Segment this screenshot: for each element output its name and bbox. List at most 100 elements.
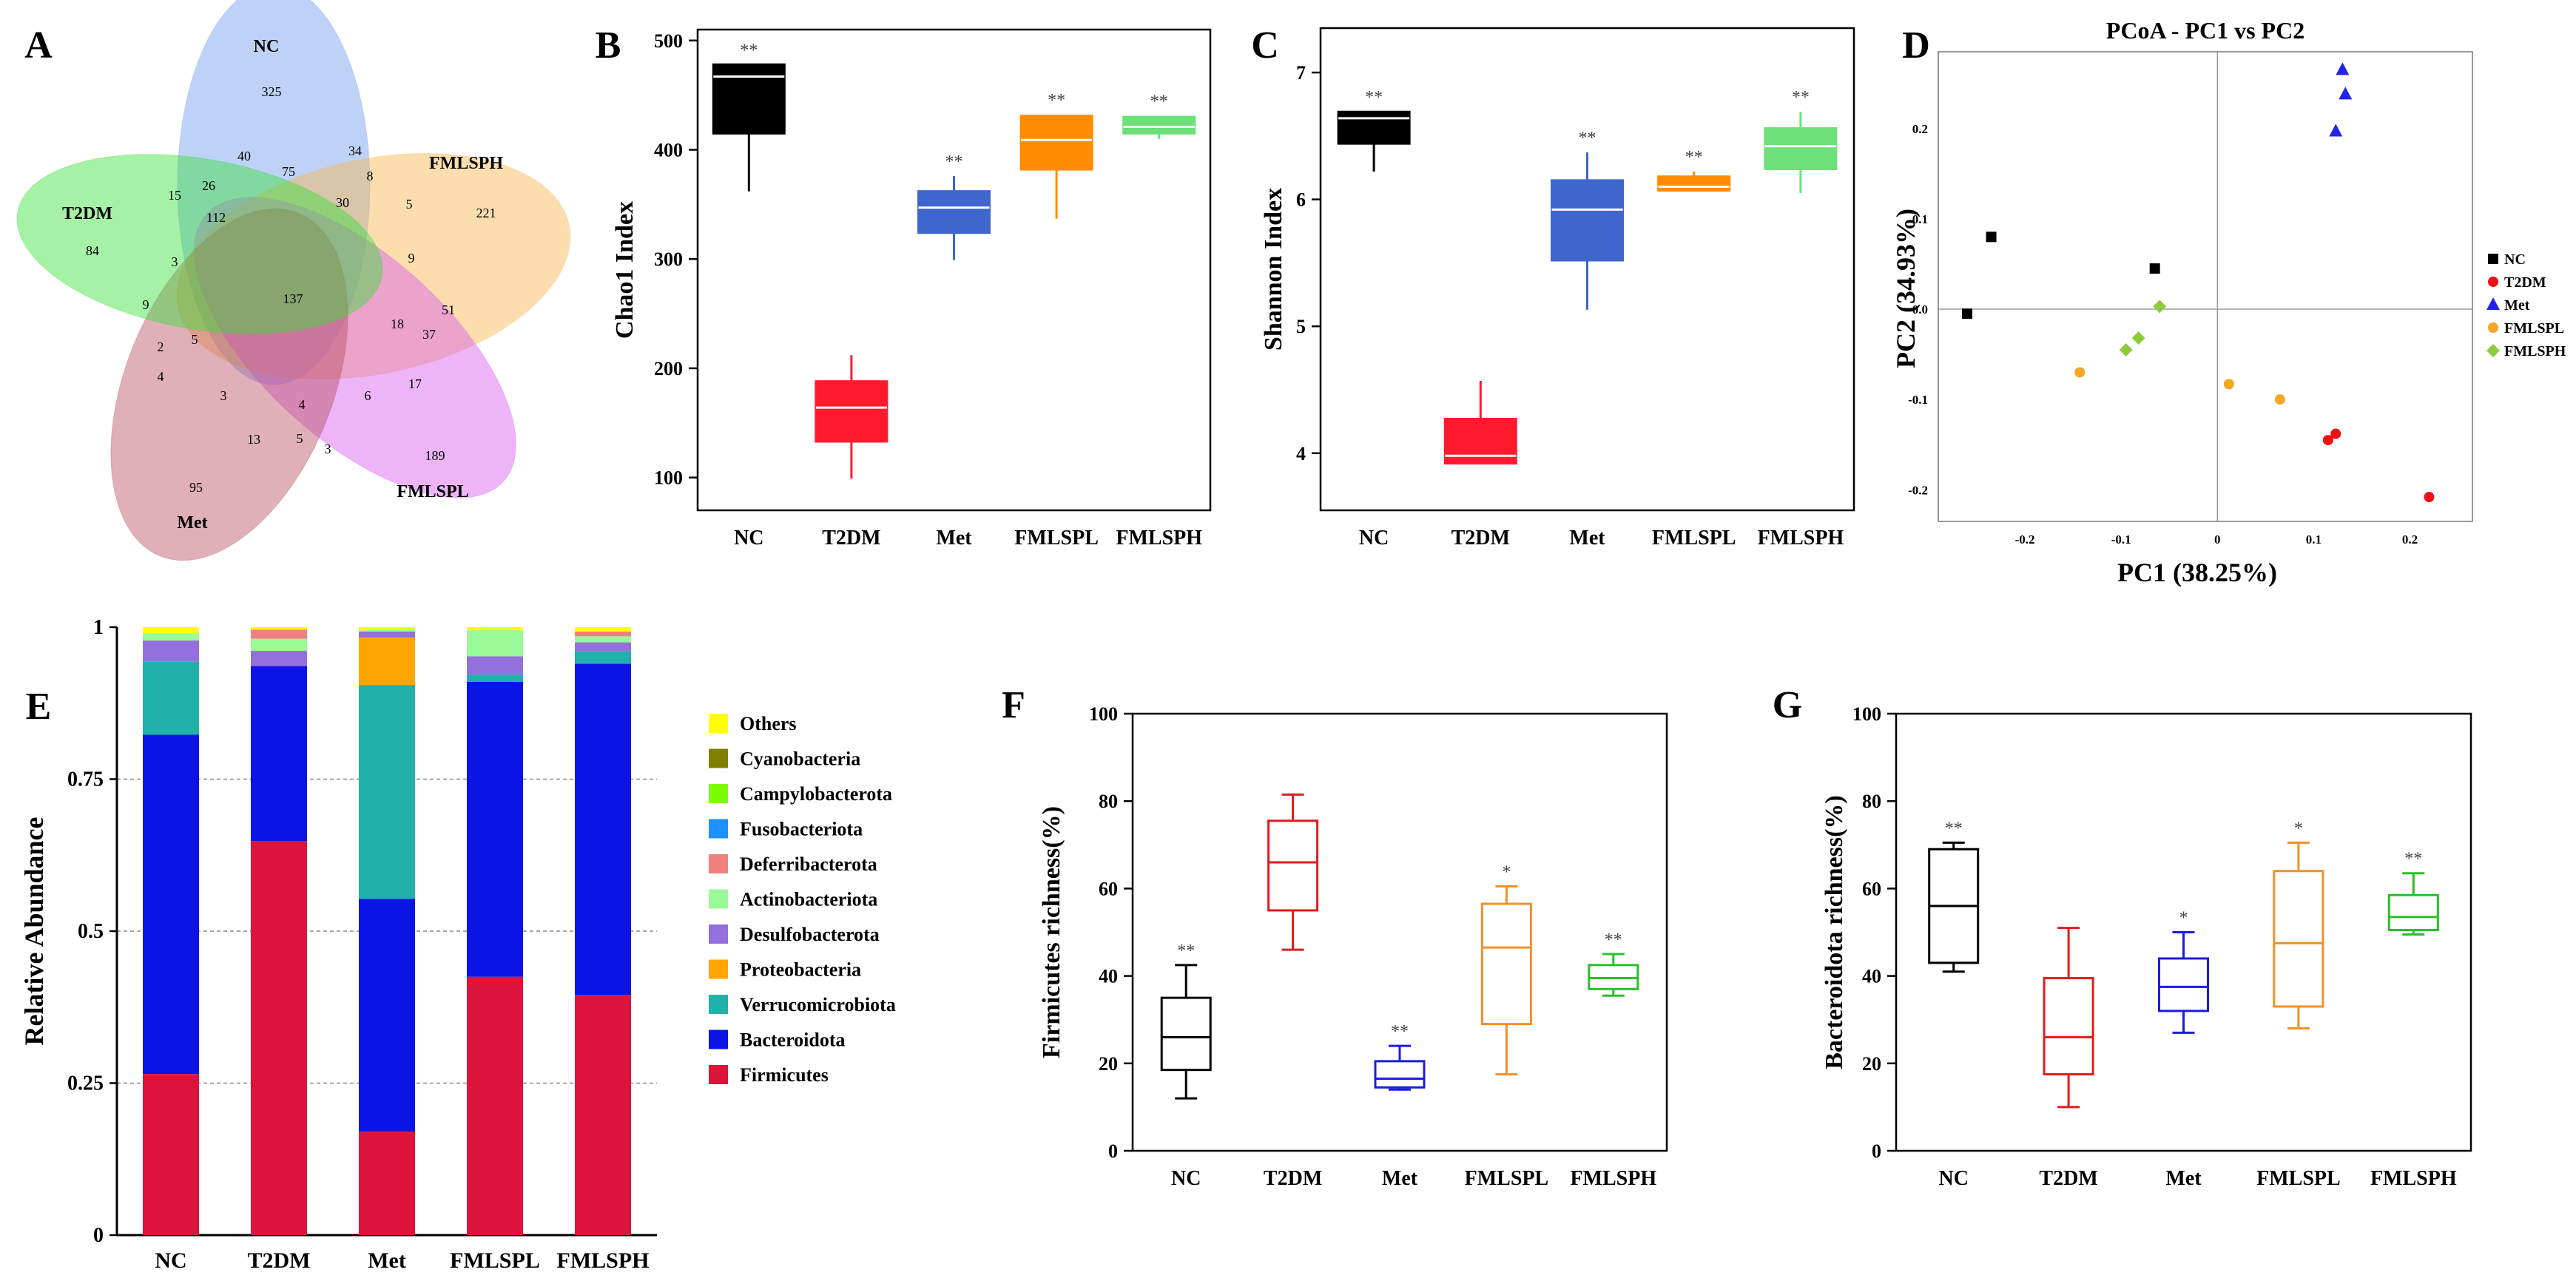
bar-segment-actinobacteriota <box>467 630 523 657</box>
plot-frame <box>696 28 1212 512</box>
scatter-point <box>2074 367 2086 378</box>
bar-segment-bacteroidota <box>467 681 523 977</box>
y-tick-label: 0.0 <box>1912 302 1928 317</box>
box-body <box>815 380 889 443</box>
bar-segment-bacteroidota <box>251 666 307 842</box>
legend-label: Campylobacterota <box>740 783 892 805</box>
scatter-point <box>2329 124 2343 137</box>
box-nc: ** <box>1337 88 1411 172</box>
y-tick-label: 0 <box>1872 1140 1881 1162</box>
significance-mark: ** <box>1391 1022 1409 1041</box>
bar-segment-desulfobacterota <box>467 656 523 675</box>
plot-frame <box>1319 27 1855 512</box>
significance-mark: ** <box>945 152 963 172</box>
box-body <box>1764 127 1838 170</box>
significance-mark: ** <box>1945 819 1963 838</box>
legend-swatch <box>709 1065 728 1084</box>
venn-count: 189 <box>425 448 445 463</box>
x-tick-label: 0.1 <box>2306 532 2322 547</box>
x-category-label: FMLSPL <box>1465 1167 1549 1190</box>
box-fmlsph: ** <box>2387 850 2439 936</box>
box-met: ** <box>1374 1022 1426 1091</box>
legend-swatch <box>709 924 728 944</box>
x-category-label: T2DM <box>248 1248 311 1273</box>
y-tick-label: 0.25 <box>67 1072 104 1095</box>
pcoa-scatter: -0.2 -0.1 0 0.1 0.2 -0.2 -0.1 0.0 0.1 0.2 PCoA - P… <box>1891 17 2566 587</box>
legend-label: Firmicutes <box>740 1064 829 1086</box>
scatter-series-nc <box>1962 231 2160 320</box>
legend-label: Others <box>740 713 797 734</box>
scatter-point <box>2330 428 2341 439</box>
legend-marker <box>2486 344 2500 357</box>
scatter-point <box>2223 379 2234 390</box>
significance-mark: ** <box>1150 92 1168 112</box>
box-fmlspl: ** <box>1019 91 1093 219</box>
stacked-bar-t2dm <box>251 627 307 1235</box>
x-category-label: Met <box>1569 527 1605 550</box>
venn-set-fmlsph <box>176 152 571 380</box>
scatter-series-fmlspl <box>2074 367 2285 405</box>
y-tick-label: 0 <box>1108 1140 1118 1162</box>
venn-count: 5 <box>192 332 198 347</box>
plot-frame <box>1895 712 2472 1152</box>
y-tick-label: 200 <box>654 358 683 379</box>
bar-segment-desulfobacterota <box>251 651 307 666</box>
y-tick-label: 20 <box>1862 1053 1881 1075</box>
x-category-label: T2DM <box>2039 1167 2097 1190</box>
legend-swatch <box>709 1030 728 1049</box>
scatter-point <box>1962 308 1973 320</box>
legend-swatch <box>709 714 728 733</box>
venn-label-fmlspl: FMLSPL <box>397 482 468 501</box>
venn-count: 4 <box>299 397 306 412</box>
bar-segment-firmicutes <box>143 1074 199 1235</box>
box-body <box>1374 1060 1426 1089</box>
venn-label-t2dm: T2DM <box>62 204 112 223</box>
panel-letter-b: B <box>596 24 621 67</box>
legend-swatch <box>709 995 728 1014</box>
legend-swatch <box>709 819 728 839</box>
y-tick-label: 400 <box>654 140 683 161</box>
panel-letter-e: E <box>26 686 52 728</box>
legend-marker <box>2486 297 2500 310</box>
venn-count: 34 <box>348 143 362 158</box>
legend-swatch <box>709 889 728 909</box>
box-t2dm <box>815 355 889 479</box>
venn-count: 5 <box>297 431 303 446</box>
venn-label-fmlsph: FMLSPH <box>429 154 503 173</box>
box-body <box>2387 893 2439 932</box>
venn-label-nc: NC <box>254 37 280 56</box>
significance-mark: * <box>2294 819 2303 838</box>
venn-count: 8 <box>367 169 374 183</box>
box-body <box>1267 819 1319 912</box>
y-axis-label: Shannon Index <box>1260 188 1287 351</box>
box-body <box>2273 870 2324 1008</box>
significance-mark: ** <box>1579 129 1596 148</box>
venn-count: 51 <box>442 302 455 317</box>
panel-letter-c: C <box>1251 24 1279 67</box>
x-category-label: FMLSPL <box>450 1248 540 1273</box>
stacked-bar-met <box>359 627 415 1235</box>
venn-count: 18 <box>391 317 404 331</box>
legend-marker <box>2488 322 2498 333</box>
legend-label: Met <box>2504 297 2530 314</box>
bar-segment-deferribacterota <box>575 631 631 637</box>
box-body <box>2043 977 2094 1076</box>
bar-segment-proteobacteria <box>359 637 415 686</box>
panel-letter-f: F <box>1002 684 1025 726</box>
significance-mark: * <box>2179 909 2188 928</box>
venn-count: 9 <box>408 251 415 266</box>
box-body <box>2158 957 2209 1012</box>
bar-segment-actinobacteriota <box>575 636 631 643</box>
box-body <box>917 190 991 234</box>
venn-count: 30 <box>336 195 349 210</box>
venn-count: 84 <box>86 243 99 258</box>
legend-swatch <box>709 748 728 768</box>
bar-segment-verrucomicrobiota <box>359 685 415 899</box>
y-axis-label: Chao1 Index <box>611 201 638 339</box>
y-axis-label: PC2 (34.93%) <box>1891 209 1921 368</box>
legend-marker <box>2488 254 2498 264</box>
x-category-label: FMLSPL <box>2256 1167 2341 1190</box>
x-category-label: FMLSPH <box>557 1248 650 1273</box>
plot-frame <box>1938 51 2473 522</box>
